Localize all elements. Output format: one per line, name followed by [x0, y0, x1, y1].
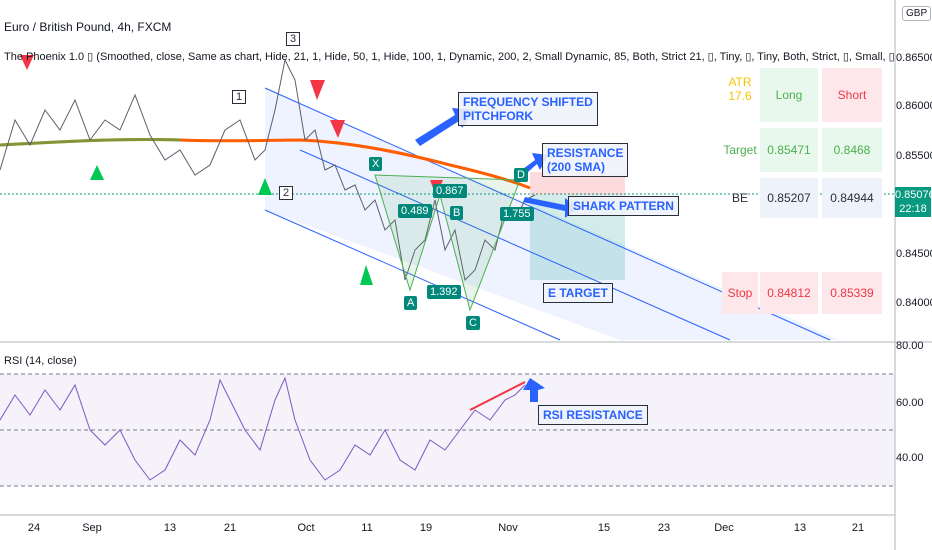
date-tick: Nov [498, 522, 518, 534]
stop-long: 0.84812 [760, 272, 818, 314]
date-tick: 19 [419, 522, 433, 534]
buy-signal [360, 265, 373, 285]
annotation-line: (200 SMA) [547, 160, 606, 174]
be-short: 0.84944 [822, 178, 882, 218]
target-long: 0.85471 [760, 128, 818, 172]
point-c-label: C [466, 316, 480, 330]
resistance-annotation[interactable]: RESISTANCE (200 SMA) [542, 143, 629, 177]
price-tick: 0.85500 [896, 150, 932, 162]
be-label: BE [731, 191, 748, 205]
ratio-label: 0.489 [398, 204, 432, 218]
atr-value: 17.6 [728, 89, 752, 103]
rsi-tick: 60.00 [896, 397, 924, 409]
date-tick: 21 [851, 522, 865, 534]
pitchfork-fill [265, 88, 840, 340]
rsi-arrow [523, 378, 545, 402]
wave-label-3: 3 [286, 32, 301, 46]
price-tick: 0.86000 [896, 100, 932, 112]
date-tick: 13 [793, 522, 807, 534]
chart-title[interactable]: Euro / British Pound, 4h, FXCM [4, 20, 172, 34]
buy-signal [90, 165, 104, 180]
annotation-line: RESISTANCE [547, 146, 624, 160]
date-tick: 13 [163, 522, 177, 534]
point-a-label: A [404, 296, 418, 310]
point-x-label: X [369, 157, 383, 171]
ratio-label: 1.392 [427, 285, 461, 299]
ratio-label: 0.867 [433, 184, 467, 198]
annotation-line: FREQUENCY SHIFTED [463, 95, 593, 109]
be-long: 0.85207 [760, 178, 818, 218]
sell-signal [310, 80, 325, 100]
sell-signal [330, 120, 345, 138]
pitchfork-median[interactable] [299, 149, 731, 341]
rsi-title[interactable]: RSI (14, close) [4, 355, 77, 367]
current-price: 0.85076 [895, 189, 932, 201]
date-tick: 15 [597, 522, 611, 534]
wave-label-2: 2 [279, 186, 294, 200]
current-price-tag: 0.85076 22:18 [895, 187, 932, 217]
rsi-resistance-line [469, 381, 526, 411]
indicator-legend[interactable]: The Phoenix 1.0 ▯ (Smoothed, close, Same… [4, 51, 894, 63]
target-annotation[interactable]: E TARGET [543, 283, 613, 303]
date-tick: Sep [82, 522, 102, 534]
shark-arrow [523, 197, 578, 218]
price-tick: 0.84000 [896, 297, 932, 309]
currency-label[interactable]: GBP [902, 6, 932, 21]
long-header: Long [760, 68, 818, 122]
price-tick: 0.84500 [896, 248, 932, 260]
point-d-label: D [514, 168, 528, 182]
shark-annotation[interactable]: SHARK PATTERN [568, 196, 679, 216]
rsi-line [0, 376, 526, 481]
pitchfork-lower[interactable] [264, 209, 561, 341]
point-b-label: B [450, 206, 464, 220]
short-header: Short [822, 68, 882, 122]
annotation-line: PITCHFORK [463, 109, 533, 123]
stop-short: 0.85339 [822, 272, 882, 314]
date-tick: 24 [27, 522, 41, 534]
target-short: 0.8468 [822, 128, 882, 172]
buy-signal [258, 178, 272, 195]
price-line [0, 58, 536, 282]
ratio-label: 1.755 [500, 207, 534, 221]
atr-label: ATR [728, 75, 752, 89]
date-tick: 11 [361, 522, 373, 534]
bar-countdown: 22:18 [899, 203, 927, 215]
target-label: Target [723, 143, 757, 157]
rsi-resistance-annotation[interactable]: RSI RESISTANCE [538, 405, 648, 425]
date-tick: 23 [657, 522, 671, 534]
date-tick: Oct [297, 522, 315, 534]
stop-label: Stop [722, 272, 758, 314]
wave-label-1: 1 [232, 90, 247, 104]
sell-signal [20, 55, 34, 70]
rsi-tick: 80.00 [896, 340, 924, 352]
date-tick: Dec [714, 522, 734, 534]
pitchfork-annotation[interactable]: FREQUENCY SHIFTED PITCHFORK [458, 92, 598, 126]
rsi-tick: 40.00 [896, 452, 924, 464]
trade-box-stop [530, 172, 625, 195]
price-tick: 0.86500 [896, 52, 932, 64]
date-tick: 21 [223, 522, 237, 534]
atr-cell: ATR 17.6 [722, 68, 758, 110]
